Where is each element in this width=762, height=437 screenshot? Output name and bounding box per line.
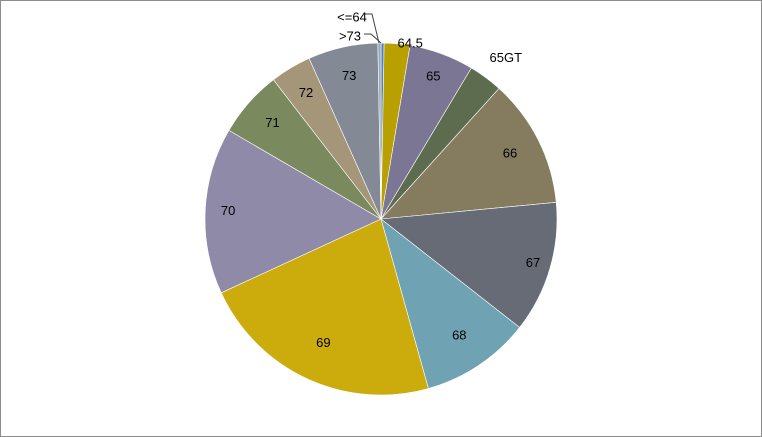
slice-label-67: 67 — [526, 255, 540, 270]
leader-line-gt-73 — [364, 33, 382, 44]
slice-label-64-5: 64.5 — [398, 36, 423, 51]
slice-label-72: 72 — [299, 85, 313, 100]
slice-label-69: 69 — [316, 335, 330, 350]
slice-label-66: 66 — [503, 146, 517, 161]
slice-labels: <=64 64.5 65 65GT 66 67 68 69 70 71 72 73 >73 — [221, 9, 540, 350]
leader-line-le-64 — [365, 13, 380, 44]
pie-slice-68 — [380, 218, 521, 389]
pie-slice-66 — [380, 88, 557, 220]
pie-slice-70 — [204, 129, 382, 294]
slice-label-73: 73 — [342, 68, 356, 83]
slice-label-65: 65 — [426, 68, 440, 83]
slice-label-gt-73: >73 — [339, 28, 361, 43]
slice-label-70: 70 — [221, 203, 235, 218]
slice-label-65gt: 65GT — [490, 50, 523, 65]
slice-label-le-64: <=64 — [337, 9, 367, 24]
pie-slices — [204, 42, 558, 396]
pie-slice-67 — [380, 202, 558, 328]
slice-label-68: 68 — [452, 327, 466, 342]
slice-label-71: 71 — [265, 115, 279, 130]
pie-slice-69 — [220, 218, 429, 396]
leader-lines — [364, 13, 382, 44]
